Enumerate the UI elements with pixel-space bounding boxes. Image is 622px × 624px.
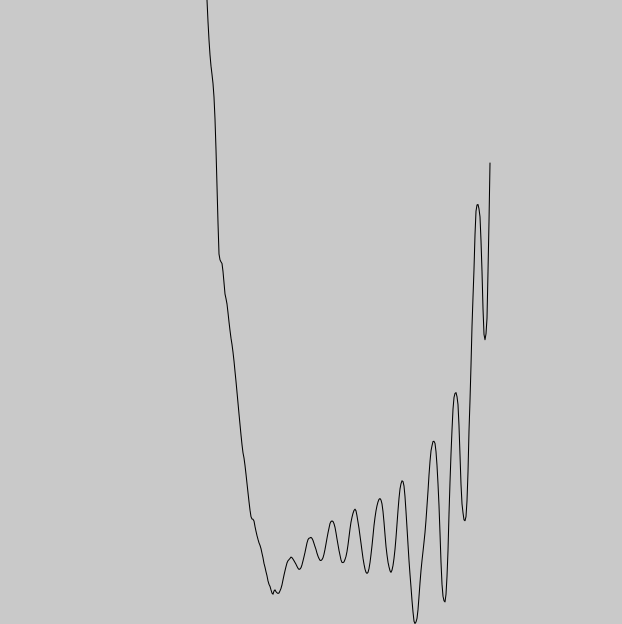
series-line bbox=[206, 0, 491, 624]
